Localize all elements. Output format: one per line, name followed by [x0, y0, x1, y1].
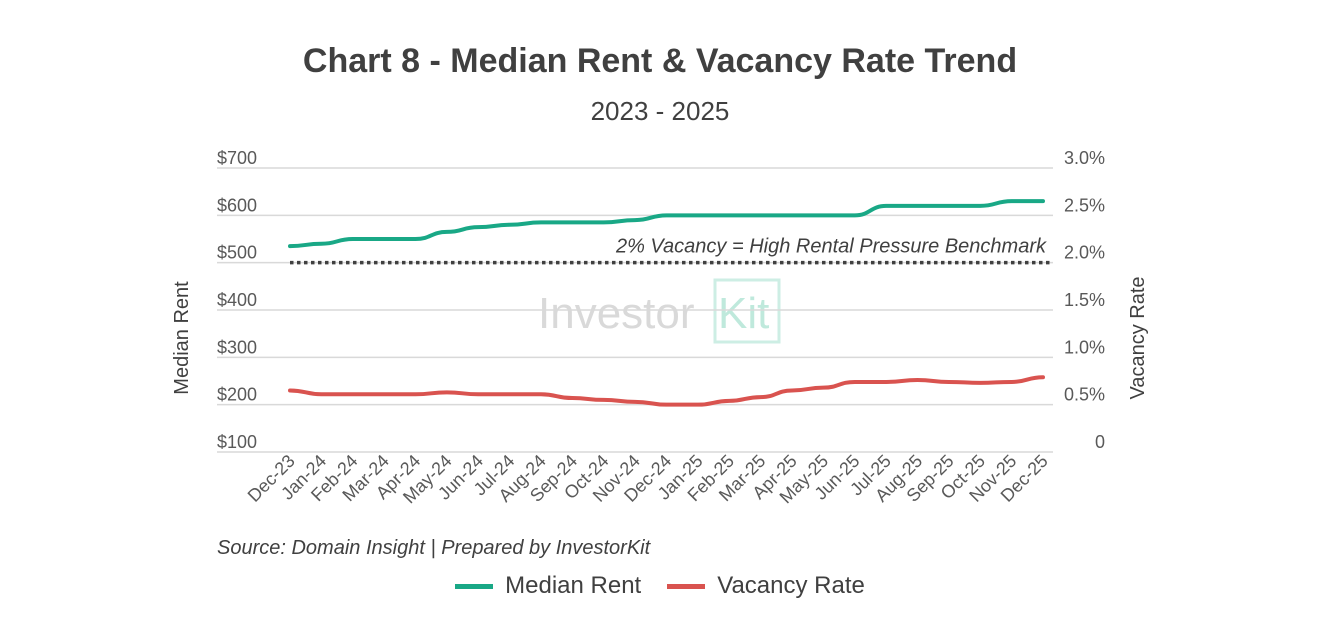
watermark-box	[713, 278, 781, 344]
left-tick-label: $700	[217, 148, 257, 168]
legend-label-vacancy-rate: Vacancy Rate	[717, 572, 865, 599]
legend-item-vacancy-rate: Vacancy Rate	[667, 572, 865, 600]
left-tick-label: $200	[217, 385, 257, 405]
legend: Median Rent Vacancy Rate	[0, 572, 1320, 600]
median-rent-line	[288, 199, 1045, 249]
chart-subtitle: 2023 - 2025	[590, 96, 730, 126]
vacancy-rate-line	[288, 375, 1045, 407]
left-tick-label: $100	[217, 432, 257, 452]
legend-swatch-median-rent	[455, 583, 494, 589]
right-tick-label: 1.5%	[1064, 290, 1105, 310]
left-tick-label: $500	[217, 243, 257, 263]
left-tick-label: $600	[217, 195, 257, 215]
benchmark-label: 2% Vacancy = High Rental Pressure Benchm…	[615, 236, 1047, 258]
right-axis-title: Vacancy Rate	[1127, 276, 1149, 399]
chart-title: Chart 8 - Median Rent & Vacancy Rate Tre…	[302, 42, 1018, 80]
right-tick-label: 2.5%	[1064, 195, 1105, 215]
left-tick-label: $400	[217, 290, 257, 310]
right-tick-label: 3.0%	[1064, 148, 1105, 168]
source-note: Source: Domain Insight | Prepared by Inv…	[217, 537, 651, 559]
legend-swatch-vacancy-rate	[667, 583, 706, 589]
right-axis-ticks: 0 0.5% 1.0% 1.5% 2.0% 2.5% 3.0%	[1064, 148, 1105, 452]
left-axis-ticks: $100 $200 $300 $400 $500 $600 $700	[217, 148, 257, 452]
legend-item-median-rent: Median Rent	[455, 572, 641, 600]
x-axis-ticks: Dec-23Jan-24Feb-24Mar-24Apr-24May-24Jun-…	[244, 451, 1052, 508]
gridlines	[217, 167, 1053, 453]
left-axis-title: Median Rent	[171, 281, 193, 395]
watermark-text-investor: Investor	[538, 289, 695, 338]
investorkit-watermark: Investor Kit	[538, 278, 781, 344]
left-tick-label: $300	[217, 337, 257, 357]
legend-label-median-rent: Median Rent	[505, 572, 642, 599]
right-tick-label: 0	[1095, 432, 1105, 452]
right-tick-label: 1.0%	[1064, 337, 1105, 357]
right-tick-label: 0.5%	[1064, 385, 1105, 405]
right-tick-label: 2.0%	[1064, 243, 1105, 263]
series-lines	[288, 199, 1045, 407]
watermark-text-kit: Kit	[718, 289, 769, 338]
